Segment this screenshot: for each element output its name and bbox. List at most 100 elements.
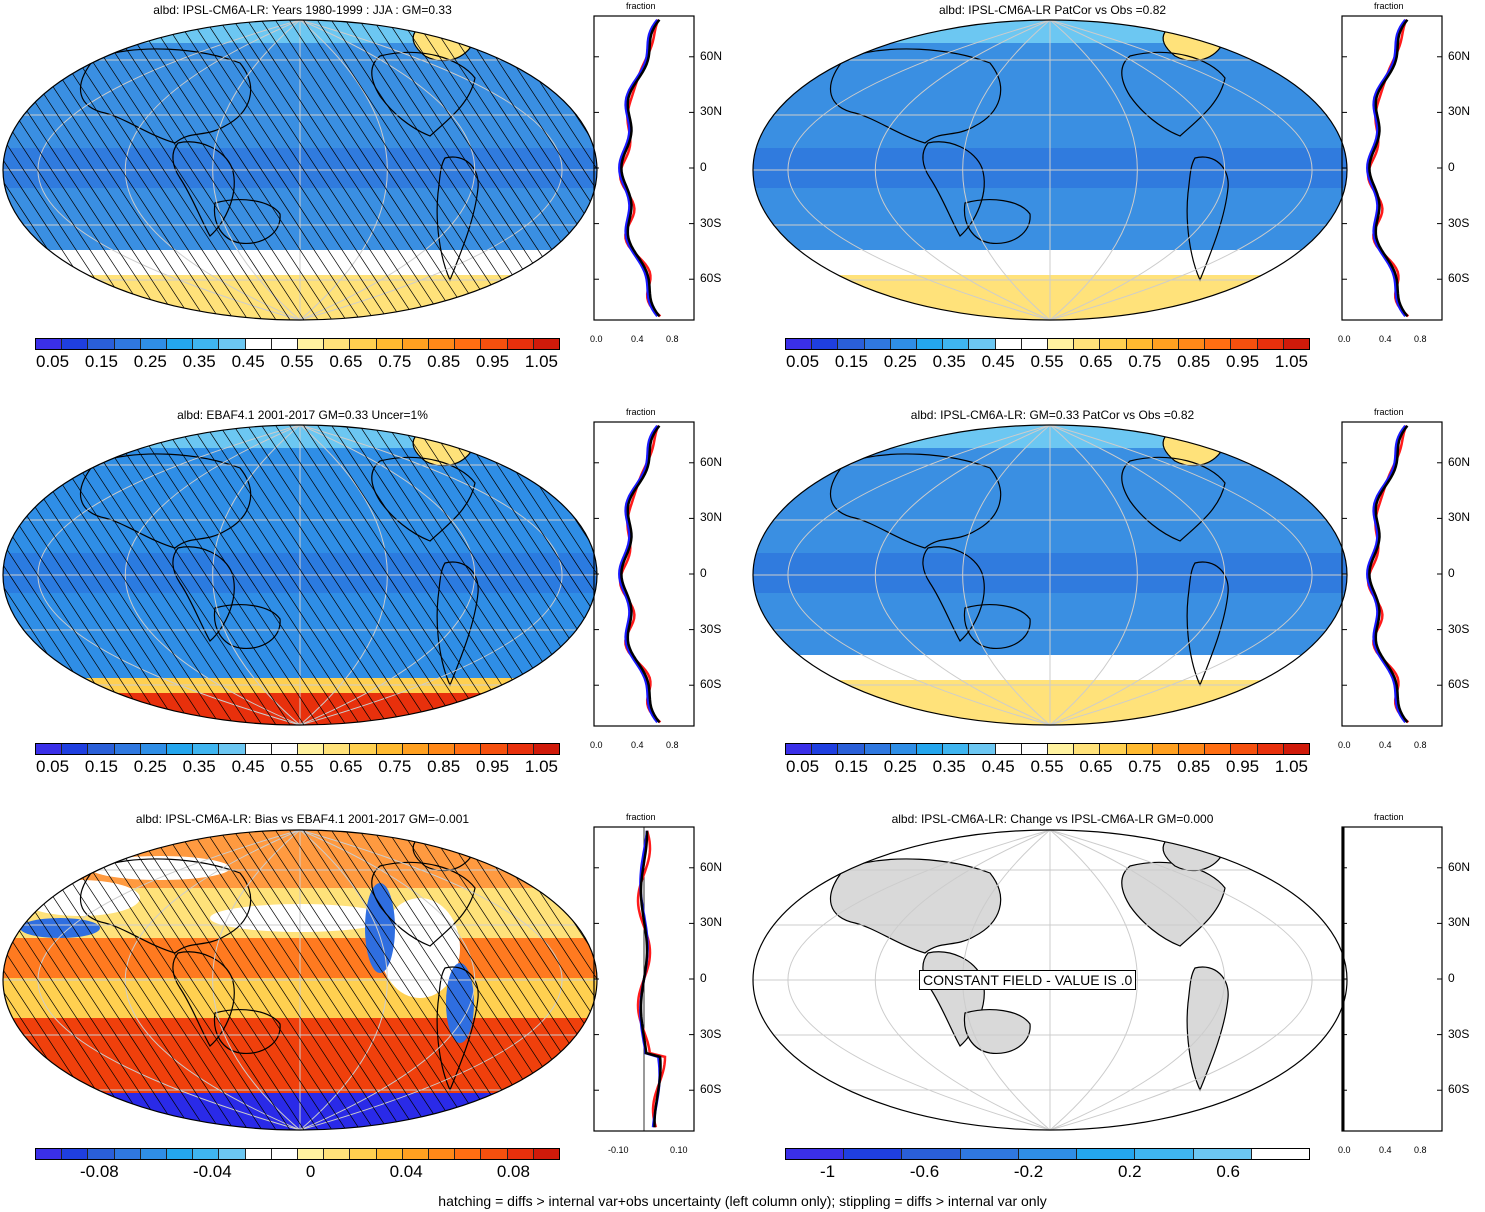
colorbar-tick-label: 0.25 [883, 352, 917, 371]
colorbar-tick-label: 0.05 [786, 757, 820, 776]
colorbar-swatch [812, 339, 839, 349]
hatch-line [3, 830, 125, 1130]
grid-meridian [299, 830, 563, 1130]
hatch-line [301, 830, 503, 1130]
profile-lat-label: 30N [1448, 915, 1471, 930]
map-panel-1 [0, 18, 600, 323]
profile-series [618, 18, 659, 318]
colorbar-swatch [1021, 744, 1049, 754]
colorbar-swatch [969, 339, 996, 349]
colorbar-swatch [193, 339, 220, 349]
colorbar-swatch [1074, 339, 1101, 349]
colorbar-swatch [960, 1149, 1019, 1159]
profile-panel-2: 60N 30N 0 30S 60S fraction 0.0 0.4 0.8 [1338, 1, 1470, 344]
colorbar-labels-4: 0.05 0.15 0.25 0.35 0.45 0.55 0.65 0.75 0.85 0.95… [786, 757, 1308, 777]
panel-title-6: albd: IPSL-CM6A-LR: Change vs IPSL-CM6A-… [891, 812, 1214, 826]
grid-meridian [299, 830, 475, 1130]
colorbar-swatch [140, 744, 168, 754]
colorbar-swatch [995, 339, 1022, 349]
hatch-line [63, 20, 265, 320]
colorbar-tick-label: 0.35 [932, 352, 966, 371]
hatch-line [175, 425, 377, 725]
hatch-line [189, 830, 391, 1130]
hatch-line [343, 830, 545, 1130]
colorbar-swatch [838, 339, 865, 349]
colorbar-swatch [786, 1149, 845, 1159]
hatch-line [3, 425, 139, 725]
hatch-line [91, 20, 293, 320]
profile-x-label: 0.0 [590, 334, 603, 344]
colorbar-swatch [917, 339, 944, 349]
colorbar-swatch [350, 744, 377, 754]
hatch-line [147, 425, 349, 725]
hatch-line [203, 830, 405, 1130]
colorbar-swatch [245, 339, 272, 349]
colorbar-swatch [167, 339, 194, 349]
colorbar-tick-label: 0.6 [1216, 1162, 1240, 1181]
hatch-line [259, 425, 461, 725]
hatch-line [231, 425, 433, 725]
profile-x-label: 0.8 [666, 740, 679, 750]
hatch-line [3, 830, 139, 1130]
colorbar-swatch [62, 1149, 89, 1159]
colorbar-swatch [298, 744, 325, 754]
colorbar-swatch [1231, 339, 1258, 349]
hatch-line [455, 830, 597, 1130]
colorbar-tick-label: 0.35 [932, 757, 966, 776]
colorbar-swatch [376, 339, 403, 349]
colorbar-tick-label: 0.75 [378, 757, 412, 776]
hatch-line [441, 830, 597, 1130]
colorbar-5 [35, 1148, 560, 1160]
colorbar-tick-label: 0.75 [1128, 757, 1162, 776]
colorbar-swatch [1021, 339, 1049, 349]
colorbar-labels-3: 0.05 0.15 0.25 0.35 0.45 0.55 0.65 0.75 0.85 0.95… [36, 757, 558, 777]
profile-series [1368, 424, 1409, 724]
colorbar-tick-label: 0.35 [182, 757, 216, 776]
colorbar-tick-label: 0.65 [1079, 757, 1113, 776]
colorbar-swatch [245, 1149, 272, 1159]
map-border [752, 424, 1348, 726]
colorbar-swatch [786, 744, 813, 754]
colorbar-swatch [36, 339, 63, 349]
hatch-line [77, 830, 279, 1130]
colorbar-swatch [455, 744, 482, 754]
hatch-line [189, 20, 391, 320]
colorbar-tick-label: 0.55 [1030, 757, 1064, 776]
hatch-line [3, 20, 153, 320]
profile-lat-label: 60S [1448, 271, 1470, 286]
profile-lat-label: 60N [1448, 454, 1471, 469]
hatch-line [273, 830, 475, 1130]
colorbar-swatch [245, 744, 272, 754]
map-border [752, 829, 1348, 1131]
grid-meridian [299, 20, 388, 320]
colorbar-swatch [36, 744, 63, 754]
profile-x-title: fraction [1374, 1, 1404, 11]
colorbar-swatch [324, 339, 351, 349]
colorbar-tick-label: -0.2 [1013, 1162, 1044, 1181]
colorbar-swatch [402, 339, 430, 349]
colorbar-tick-label: 0.2 [1117, 1162, 1142, 1181]
hatch-line [3, 20, 125, 320]
colorbar-swatch [1126, 744, 1153, 754]
profile-lat-label: 30N [1448, 104, 1471, 119]
hatch-line [329, 425, 531, 725]
hatch-line [217, 20, 419, 320]
hatch-line [119, 830, 321, 1130]
map-panel-6 [750, 828, 1350, 1133]
colorbar-tick-label: 0.45 [231, 352, 265, 371]
profile-lat-label: 60S [1448, 1082, 1470, 1097]
profile-x-label: 0.8 [1414, 334, 1427, 344]
profile-x-title: fraction [626, 1, 656, 11]
profile-x-label: 0.4 [1379, 740, 1392, 750]
colorbar-swatch [298, 1149, 325, 1159]
profile-series [620, 424, 661, 724]
profile-x-title: fraction [626, 407, 656, 417]
colorbar-tick-label: 0.08 [496, 1162, 530, 1181]
colorbar-swatch [890, 339, 918, 349]
profile-series [618, 19, 662, 318]
colorbar-swatch [402, 1149, 430, 1159]
colorbar-swatch [167, 1149, 194, 1159]
colorbar-swatch [455, 1149, 482, 1159]
colorbar-tick-label: 1.05 [524, 757, 558, 776]
colorbar-swatch [844, 1149, 903, 1159]
